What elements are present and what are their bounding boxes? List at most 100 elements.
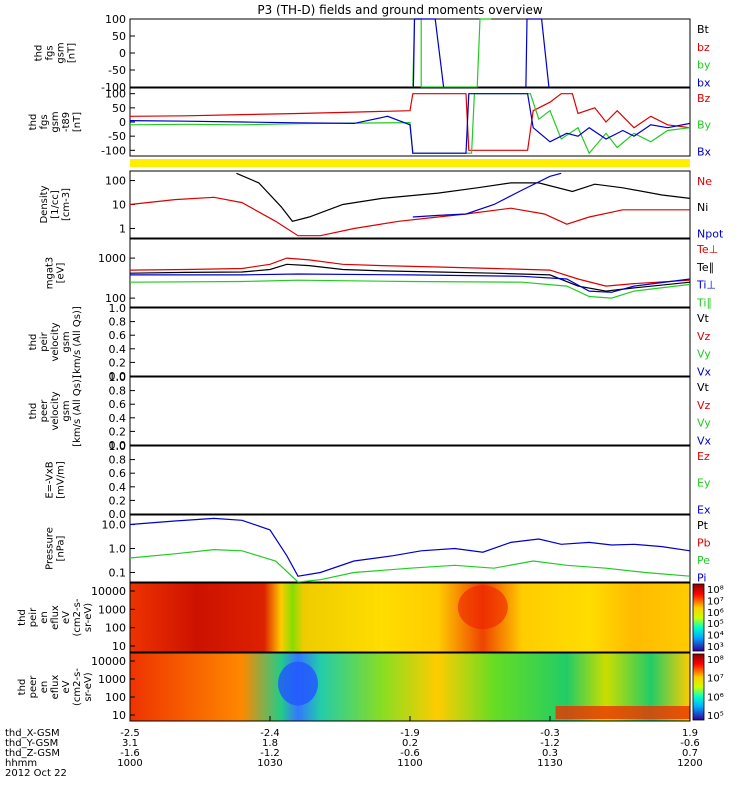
y-tick-label: 1000: [98, 252, 126, 265]
x-tick-value: 3.1: [122, 738, 138, 749]
x-tick-value: 0.7: [682, 748, 698, 759]
x-tick-value: -1.2: [540, 738, 560, 749]
legend-pi: Pi: [697, 571, 706, 584]
y-axis-label: en: [39, 611, 50, 624]
y-tick-label: 0.6: [109, 467, 127, 480]
y-tick-label: 1.0: [109, 302, 127, 315]
y-axis-label: peir: [28, 607, 39, 627]
x-axis-annotation: -2.53.1-1.61000-2.41.8-1.21030-1.90.2-0.…: [5, 716, 703, 779]
colorbar-tick-label: 10³: [707, 642, 724, 653]
y-axis-label: thd: [17, 679, 28, 696]
legend-vy: Vy: [697, 417, 711, 430]
y-tick-label: 0.2: [109, 425, 127, 438]
y-tick-label: 0.4: [109, 481, 127, 494]
x-tick-value: 1000: [117, 758, 142, 769]
y-axis-label: Density: [39, 185, 50, 223]
x-tick-value: -2.4: [260, 728, 280, 739]
legend-ne: Ne: [697, 175, 712, 188]
x-tick-value: 1200: [677, 758, 702, 769]
x-row-label: 2012 Oct 22: [5, 768, 67, 779]
colorbar-tick-label: 10⁷: [707, 674, 724, 685]
legend-bx: Bx: [697, 145, 712, 158]
colorbar-tick-label: 10⁵: [707, 711, 724, 722]
y-tick-label: 0: [119, 116, 126, 129]
series-Ne: [129, 196, 690, 237]
series-Ti_para: [129, 279, 691, 299]
y-axis-label: (cm2-s-: [72, 668, 83, 706]
y-tick-label: 1.0: [109, 543, 127, 556]
y-axis-label: gsm: [56, 42, 67, 63]
y-axis-label: gsm: [50, 111, 61, 132]
legend-ni: Ni: [697, 201, 708, 214]
x-tick-value: -0.6: [400, 748, 420, 759]
legend-bt: Bt: [697, 23, 710, 36]
y-tick-label: 10000: [91, 585, 126, 598]
y-tick-label: 0.0: [109, 439, 127, 452]
series-Ti_perp: [130, 273, 691, 293]
y-axis-label: [nT]: [72, 112, 83, 132]
legend-pt: Pt: [697, 519, 709, 532]
y-axis-label: peir: [39, 331, 50, 351]
y-tick-label: -50: [108, 130, 126, 143]
y-tick-label: 100: [105, 691, 126, 704]
yellow-flag-bar: [130, 159, 690, 167]
y-axis-label: [mV/m]: [56, 461, 67, 499]
y-axis-label: thd: [28, 403, 39, 420]
x-tick-value: 0.2: [402, 738, 418, 749]
x-tick-value: -0.3: [540, 728, 560, 739]
x-row-label: hhmm: [5, 758, 37, 769]
legend-te∥: Te∥: [696, 261, 714, 274]
series-Pe: [129, 548, 691, 583]
y-axis-label: fgs: [39, 114, 50, 129]
colorbar-tick-label: 10⁶: [707, 608, 724, 619]
y-tick-label: 0.8: [109, 454, 127, 467]
x-row-label: thd_Y-GSM: [5, 738, 58, 749]
y-axis-label: gsm: [61, 400, 72, 421]
y-axis-label: eflux: [50, 605, 61, 630]
legend-ez: Ez: [697, 450, 710, 463]
series-Bz: [129, 93, 691, 151]
x-tick-value: -0.6: [680, 738, 700, 749]
y-tick-label: 0.6: [109, 329, 127, 342]
panel-fgs: 100 50 0 -50 -100 thd fgs gsm [nT] Bt bz by bx: [34, 13, 711, 94]
series-bx2: [525, 18, 550, 88]
y-tick-label: 10: [112, 199, 126, 212]
y-axis-label: eV: [61, 611, 72, 624]
y-axis-label: [nT]: [67, 43, 78, 63]
pvel-frame: [129, 307, 691, 377]
y-axis-label: eflux: [50, 675, 61, 700]
y-tick-label: 0.4: [109, 343, 127, 356]
x-tick-value: -2.5: [120, 728, 140, 739]
y-tick-label: 100: [105, 13, 126, 26]
density-frame: [129, 170, 691, 239]
y-axis-label: Pressure: [45, 527, 56, 570]
panel-density: 100 10 1 Density [1/cc] [cm-3] Ne Ni Npot: [39, 170, 724, 240]
colorbar-tick-label: 10⁴: [707, 631, 724, 642]
legend-pb: Pb: [697, 536, 711, 549]
y-tick-label: 10: [112, 709, 126, 722]
panel-pressure: 10.0 1.0 0.1 Pressure [nPa] Pt Pb Pe Pi: [45, 514, 711, 584]
y-tick-label: 1000: [98, 603, 126, 616]
y-tick-label: 10000: [91, 655, 126, 668]
y-axis-label: gsm: [61, 331, 72, 352]
legend-bz: Bz: [697, 92, 711, 105]
y-tick-label: 100: [105, 622, 126, 635]
y-axis-label: mgat3: [45, 257, 56, 290]
y-axis-label: E=-VxB: [45, 461, 56, 498]
x-tick-value: 1130: [537, 758, 562, 769]
y-tick-label: 50: [112, 102, 126, 115]
legend-ti⊥: Ti⊥: [696, 279, 716, 292]
ieflux-spectrogram: [130, 583, 690, 652]
y-tick-label: 1.0: [109, 440, 127, 453]
y-tick-label: 0.8: [109, 385, 127, 398]
y-axis-label: [cm-3]: [61, 188, 72, 221]
y-tick-label: 1.0: [109, 371, 127, 384]
legend-te⊥: Te⊥: [696, 243, 718, 256]
panel-temp: 1000 100 mgat3 [eV] Te⊥ Te∥ Ti⊥ Ti∥: [45, 238, 718, 309]
series-Pi: [129, 517, 691, 577]
legend-vz: Vz: [697, 399, 711, 412]
x-tick-value: 1100: [397, 758, 422, 769]
y-axis-label: [km/s (All Qs)]: [72, 306, 83, 378]
